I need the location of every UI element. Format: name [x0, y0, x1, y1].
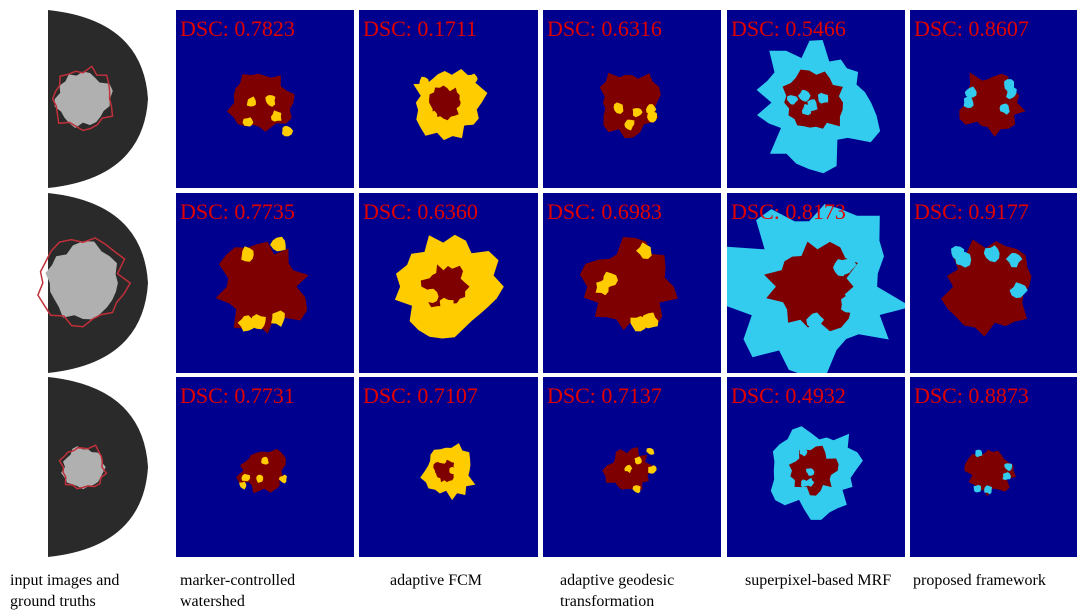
dsc-label: DSC: 0.7735	[180, 199, 295, 225]
segmentation-panel: DSC: 0.1711	[359, 10, 538, 188]
error-region	[1004, 79, 1014, 91]
figure: DSC: 0.7823 DSC: 0.1711 DSC: 0.6316 DSC: 0.…	[0, 0, 1077, 611]
true-positive	[580, 237, 678, 330]
caption: marker-controlled watershed	[180, 570, 340, 611]
segmentation-panel: DSC: 0.7137	[543, 377, 721, 557]
error-region	[239, 481, 246, 489]
input-image	[28, 377, 158, 557]
dsc-label: DSC: 0.8873	[914, 383, 1029, 409]
dsc-label: DSC: 0.1711	[363, 16, 477, 42]
input-svg	[28, 377, 158, 557]
input-image	[28, 193, 158, 373]
segmentation-panel: DSC: 0.7107	[359, 377, 538, 557]
segmentation-panel: DSC: 0.6360	[359, 193, 538, 373]
dsc-label: DSC: 0.6316	[547, 16, 662, 42]
error-region	[974, 485, 982, 493]
segmentation-panel: DSC: 0.9177	[910, 193, 1077, 373]
dsc-label: DSC: 0.5466	[731, 16, 846, 42]
input-svg	[28, 193, 158, 373]
segmentation-panel: DSC: 0.8607	[910, 10, 1077, 188]
caption: proposed framework	[913, 570, 1077, 591]
segmentation-panel: DSC: 0.7735	[176, 193, 354, 373]
input-image	[28, 10, 158, 188]
caption: input images and ground truths	[10, 570, 160, 611]
input-svg	[28, 10, 158, 188]
segmentation-panel: DSC: 0.5466	[727, 10, 905, 188]
segmentation-panel: DSC: 0.8173	[727, 193, 905, 373]
caption: adaptive geodesic transformation	[560, 570, 720, 611]
dsc-label: DSC: 0.4932	[731, 383, 846, 409]
error-region	[282, 126, 293, 136]
segmentation-panel: DSC: 0.6316	[543, 10, 721, 188]
error-region	[646, 448, 654, 455]
true-positive	[227, 74, 295, 132]
dsc-label: DSC: 0.9177	[914, 199, 1029, 225]
segmentation-panel: DSC: 0.7731	[176, 377, 354, 557]
dsc-label: DSC: 0.8607	[914, 16, 1029, 42]
dsc-label: DSC: 0.7137	[547, 383, 662, 409]
caption: adaptive FCM	[390, 570, 520, 591]
error-region	[270, 237, 286, 252]
segmentation-panel: DSC: 0.7823	[176, 10, 354, 188]
segmentation-panel: DSC: 0.8873	[910, 377, 1077, 557]
segmentation-panel: DSC: 0.6983	[543, 193, 721, 373]
dsc-label: DSC: 0.7823	[180, 16, 295, 42]
dsc-label: DSC: 0.8173	[731, 199, 846, 225]
caption: superpixel-based MRF	[745, 570, 895, 591]
segmentation-panel: DSC: 0.4932	[727, 377, 905, 557]
dsc-label: DSC: 0.6983	[547, 199, 662, 225]
error-region	[633, 485, 641, 493]
dsc-label: DSC: 0.7731	[180, 383, 295, 409]
dsc-label: DSC: 0.7107	[363, 383, 478, 409]
dsc-label: DSC: 0.6360	[363, 199, 478, 225]
